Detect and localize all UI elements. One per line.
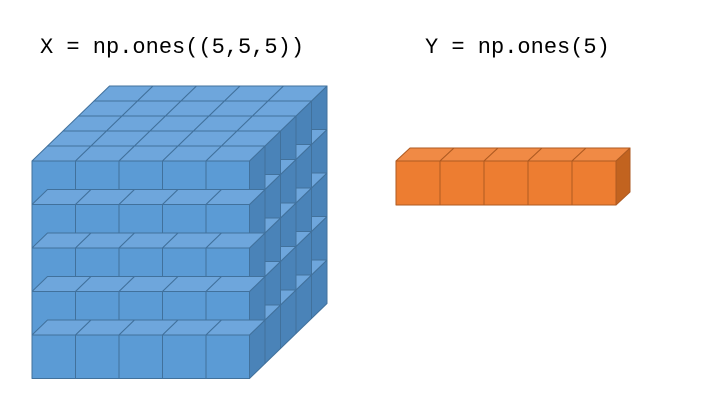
cube-x-cell (205, 319, 266, 379)
row-y-5 (395, 147, 631, 206)
cube-x-cell-front (31, 334, 76, 379)
cube-x-cell-front (162, 334, 207, 379)
cube-y-cell-front (527, 160, 573, 206)
cube-y-cell-front (439, 160, 485, 206)
cube-x-cell-front (118, 334, 163, 379)
cube-x-5x5x5 (31, 85, 328, 379)
cube-x-cell-front (75, 334, 120, 379)
cube-y-cell-front (483, 160, 529, 206)
cube-y-cell-front (571, 160, 617, 206)
cube-y-cell-front (395, 160, 441, 206)
array-x-label: X = np.ones((5,5,5)) (40, 35, 305, 60)
cube-y-cell (571, 147, 631, 206)
cube-x-cell-front (205, 334, 250, 379)
array-y-label: Y = np.ones(5) (425, 35, 610, 60)
